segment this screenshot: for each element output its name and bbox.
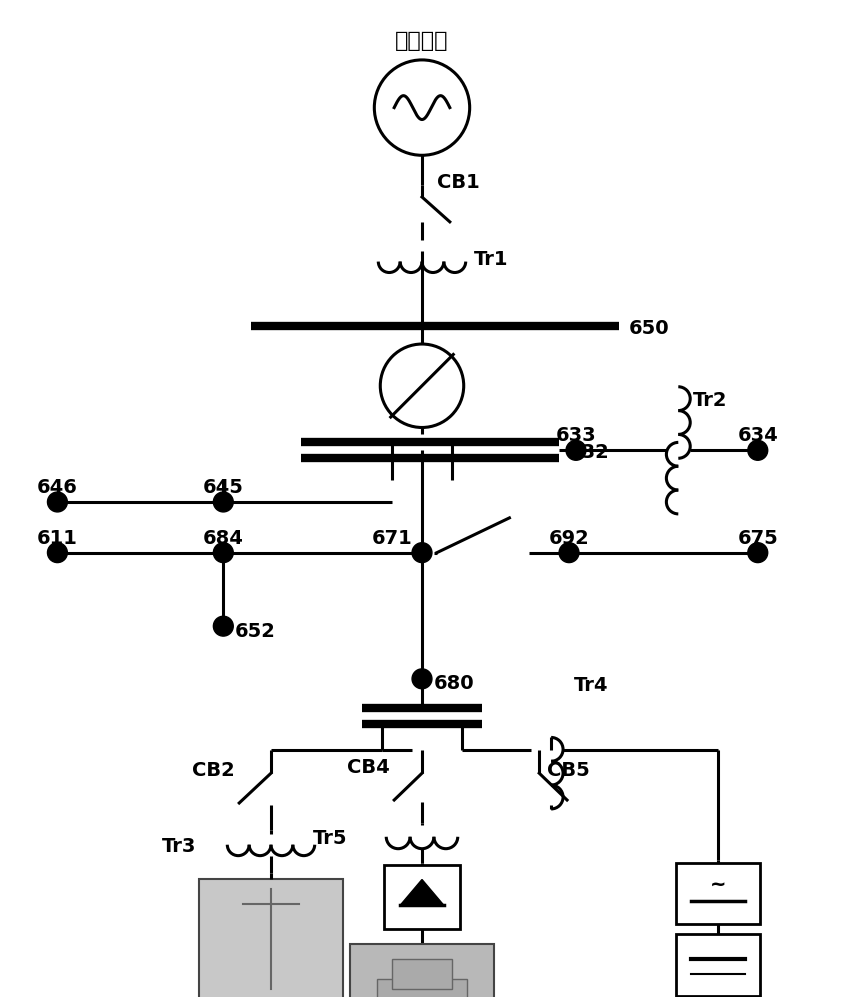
Text: 645: 645 — [203, 478, 244, 497]
Text: CB5: CB5 — [547, 761, 590, 780]
Text: CB1: CB1 — [437, 173, 479, 192]
Circle shape — [412, 669, 432, 689]
Text: 633: 633 — [555, 426, 597, 445]
Circle shape — [214, 543, 233, 563]
Circle shape — [214, 616, 233, 636]
Circle shape — [566, 440, 586, 460]
Text: 680: 680 — [434, 674, 474, 693]
Text: 652: 652 — [235, 622, 276, 641]
Text: 650: 650 — [629, 319, 669, 338]
Text: 671: 671 — [371, 529, 412, 548]
Text: 611: 611 — [37, 529, 78, 548]
Bar — [377, 979, 467, 1000]
Text: 634: 634 — [738, 426, 778, 445]
Text: Tr2: Tr2 — [693, 391, 728, 410]
Text: ~: ~ — [710, 875, 727, 894]
Bar — [392, 959, 452, 989]
Text: Tr5: Tr5 — [313, 829, 347, 848]
Text: 675: 675 — [738, 529, 778, 548]
Text: Tr3: Tr3 — [162, 837, 196, 856]
Text: 632: 632 — [569, 443, 609, 462]
Circle shape — [412, 543, 432, 563]
Bar — [384, 865, 460, 929]
Circle shape — [47, 492, 68, 512]
Circle shape — [214, 492, 233, 512]
Polygon shape — [400, 879, 444, 905]
Text: 公共电网: 公共电网 — [395, 31, 449, 51]
Bar — [676, 863, 760, 924]
Text: 646: 646 — [37, 478, 78, 497]
Text: 692: 692 — [549, 529, 589, 548]
Text: CB2: CB2 — [192, 761, 235, 780]
Bar — [350, 944, 494, 1000]
Text: 684: 684 — [203, 529, 244, 548]
Text: Tr1: Tr1 — [473, 250, 508, 269]
Circle shape — [748, 543, 768, 563]
Bar — [676, 934, 760, 996]
Text: CB4: CB4 — [348, 758, 390, 777]
Bar — [199, 879, 343, 999]
Circle shape — [559, 543, 579, 563]
Circle shape — [748, 440, 768, 460]
Circle shape — [47, 543, 68, 563]
Text: Tr4: Tr4 — [574, 676, 609, 695]
